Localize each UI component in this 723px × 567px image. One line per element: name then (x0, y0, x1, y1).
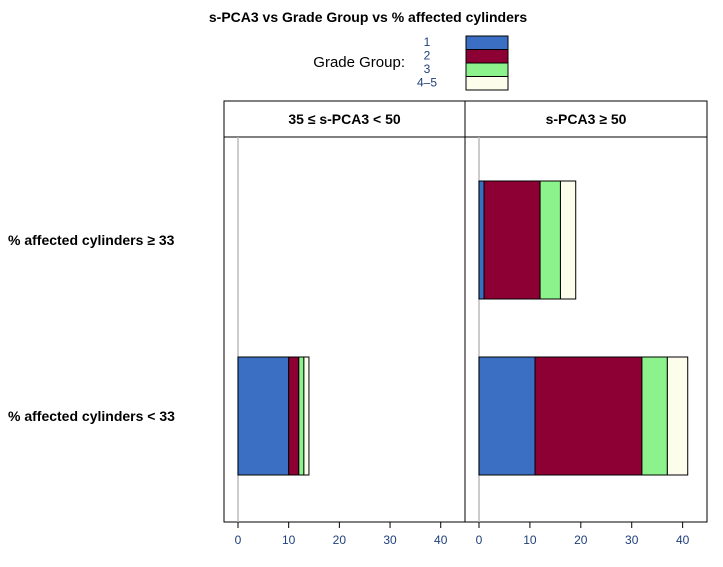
panel-0: 35 ≤ s-PCA3 < 50 0 10 20 30 40 (223, 100, 466, 547)
legend-label-0: 1 (424, 35, 431, 49)
bar-segment-p0-r1-s1 (288, 356, 300, 476)
x-tick-label-0-4: 40 (434, 533, 448, 547)
x-tick-label-0-2: 20 (333, 533, 347, 547)
bar-segment-p1-r0-s3 (559, 180, 577, 300)
bar-segment-p0-r1-s3 (303, 356, 310, 476)
bar-segment-p1-r1-s0 (478, 356, 536, 476)
x-tick-label-1-0: 0 (476, 533, 483, 547)
bar-segment-p1-r0-s0 (478, 180, 485, 300)
x-tick-label-1-1: 10 (523, 533, 537, 547)
x-tick-label-1-4: 40 (676, 533, 690, 547)
legend-title: Grade Group: (313, 54, 405, 71)
legend-swatch-1 (465, 49, 509, 64)
panel-strip-label-0: 35 ≤ s-PCA3 < 50 (288, 111, 401, 127)
bar-segment-p1-r0-s2 (539, 180, 561, 300)
row-label-0: % affected cylinders ≥ 33 (8, 232, 175, 248)
legend-swatch-3 (465, 76, 509, 91)
x-tick-label-0-3: 30 (383, 533, 397, 547)
legend-label-2: 3 (424, 62, 431, 76)
legend-swatch-2 (465, 62, 509, 77)
x-tick-label-1-2: 20 (574, 533, 588, 547)
panel-frame-1 (464, 136, 708, 523)
panel-strip-label-1: s-PCA3 ≥ 50 (546, 111, 627, 127)
panel-1: s-PCA3 ≥ 50 0 10 20 30 40 (464, 100, 708, 547)
bar-segment-p0-r1-s0 (237, 356, 290, 476)
bar-segment-p1-r1-s1 (534, 356, 643, 476)
panel-strip-1 (464, 100, 708, 138)
panel-strip-0 (223, 100, 466, 138)
legend-label-3: 4–5 (417, 76, 437, 90)
x-tick-label-1-3: 30 (625, 533, 639, 547)
row-labels: % affected cylinders ≥ 33 % affected cyli… (8, 232, 175, 424)
row-label-1: % affected cylinders < 33 (8, 408, 175, 424)
x-tick-label-0-0: 0 (235, 533, 242, 547)
plot-panels: 35 ≤ s-PCA3 < 50 0 10 20 30 40 s-PCA3 ≥ 50 0 10 2… (223, 100, 708, 547)
chart-title: s-PCA3 vs Grade Group vs % affected cyli… (209, 9, 527, 25)
bar-segment-p1-r1-s2 (641, 356, 668, 476)
bar-segment-p0-r1-s2 (298, 356, 305, 476)
bar-segment-p1-r1-s3 (666, 356, 689, 476)
legend-label-1: 2 (424, 49, 431, 63)
x-tick-label-0-1: 10 (282, 533, 296, 547)
bar-segment-p1-r0-s1 (483, 180, 541, 300)
legend-swatch-0 (465, 35, 509, 50)
